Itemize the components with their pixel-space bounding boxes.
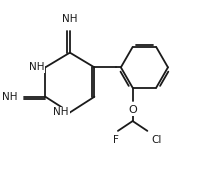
Text: NH: NH [53,107,69,117]
Text: Cl: Cl [151,135,162,145]
Text: NH: NH [29,62,44,72]
Text: F: F [113,135,119,145]
Text: NH: NH [62,14,78,24]
Text: O: O [128,105,137,115]
Text: NH: NH [2,92,18,102]
